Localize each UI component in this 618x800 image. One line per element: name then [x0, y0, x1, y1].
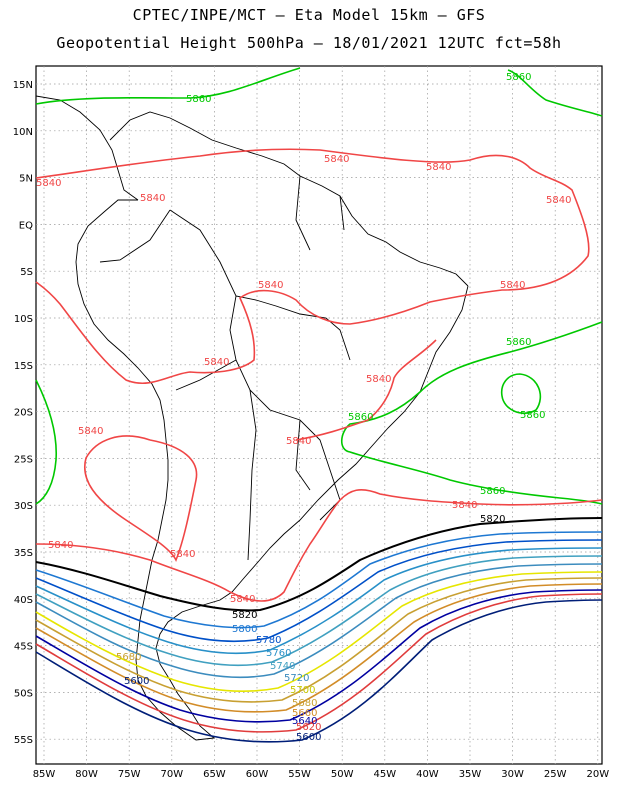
lon-tick-label: 80W [75, 769, 98, 780]
contour-5860-ne [507, 69, 603, 117]
map-frame [35, 65, 603, 765]
lat-tick-label: 35S [14, 548, 33, 559]
contour-label-5840: 5840 [36, 178, 61, 189]
axis-ticks: 15N 10N 5N EQ 5S 10S 15S 20S 25S 30S 35S 40S 45S 50S 5… [13, 80, 609, 780]
contour-5840-south [35, 488, 603, 602]
contour-label-5860: 5860 [520, 410, 545, 421]
lat-tick-label: 50S [14, 688, 33, 699]
contour-lines [35, 67, 603, 743]
contour-label-5760: 5760 [266, 648, 291, 659]
contour-label-5720: 5720 [284, 673, 309, 684]
contour-label-5840: 5840 [78, 426, 103, 437]
contour-label-5860: 5860 [348, 412, 373, 423]
contour-5820 [35, 517, 603, 612]
contour-label-5840: 5840 [286, 436, 311, 447]
contour-label-5840: 5840 [452, 500, 477, 511]
coastlines [35, 95, 469, 741]
contour-5860-closed [500, 373, 542, 414]
contour-5740 [35, 555, 603, 667]
contour-5840-brazil [295, 339, 437, 441]
contour-label-5820: 5820 [232, 610, 257, 621]
lat-tick-label: 45S [14, 642, 33, 653]
lat-tick-label: 20S [14, 408, 33, 419]
contour-5860-north [35, 67, 301, 105]
contour-label-5840: 5840 [230, 594, 255, 605]
contour-label-5860: 5860 [480, 486, 505, 497]
lat-tick-label: 15S [14, 361, 33, 372]
contour-label-5840: 5840 [546, 195, 571, 206]
central-america-coast [35, 95, 139, 201]
contour-5700 [35, 571, 603, 693]
lon-tick-label: 40W [416, 769, 439, 780]
contour-label-5840: 5840 [324, 154, 349, 165]
contour-5660 [35, 583, 603, 713]
lon-tick-label: 55W [288, 769, 311, 780]
contour-labels: 5860 5860 5860 5860 5860 5860 5840 5840 … [36, 72, 571, 743]
contour-5840-north [35, 148, 590, 385]
contour-label-5740: 5740 [270, 661, 295, 672]
lon-tick-label: 25W [544, 769, 567, 780]
contour-label-5680: 5680 [116, 652, 141, 663]
contour-label-5600: 5600 [296, 732, 321, 743]
contour-label-5640: 5640 [292, 716, 317, 727]
contour-label-5860: 5860 [506, 72, 531, 83]
lon-tick-label: 65W [203, 769, 226, 780]
lon-tick-label: 70W [160, 769, 183, 780]
contour-5780 [35, 539, 603, 643]
contour-label-5620: 5620 [296, 722, 321, 733]
lon-tick-label: 60W [246, 769, 269, 780]
lat-tick-label: 30S [14, 501, 33, 512]
contour-label-5860: 5860 [506, 337, 531, 348]
contour-5720 [35, 563, 603, 679]
lon-tick-label: 75W [118, 769, 141, 780]
contour-label-5820: 5820 [480, 514, 505, 525]
lon-tick-label: 45W [373, 769, 396, 780]
contour-5760 [35, 547, 603, 655]
lon-tick-label: 50W [331, 769, 354, 780]
map-subtitle: Geopotential Height 500hPa – 18/01/2021 … [56, 34, 562, 52]
contour-label-5840: 5840 [258, 280, 283, 291]
contour-label-5860: 5860 [186, 94, 211, 105]
contour-label-5840: 5840 [500, 280, 525, 291]
contour-5800 [35, 531, 603, 629]
contour-label-5840: 5840 [140, 193, 165, 204]
contour-5860-central [340, 321, 603, 505]
contour-label-5800: 5800 [232, 624, 257, 635]
contour-5840-closed [84, 435, 198, 562]
graticule [36, 66, 602, 764]
lat-tick-label: 25S [14, 454, 33, 465]
lat-tick-label: 10N [13, 127, 33, 138]
contour-label-5680: 5680 [292, 698, 317, 709]
lat-tick-label: 55S [14, 735, 33, 746]
contour-label-5840: 5840 [48, 540, 73, 551]
map-title: CPTEC/INPE/MCT – Eta Model 15km – GFS [132, 6, 486, 24]
lon-tick-label: 35W [459, 769, 482, 780]
caribbean-coast [109, 111, 469, 287]
lon-tick-label: 20W [586, 769, 609, 780]
contour-5860-west [35, 379, 57, 505]
lon-tick-label: 85W [33, 769, 56, 780]
contour-label-5840: 5840 [170, 549, 195, 560]
lon-tick-label: 30W [501, 769, 524, 780]
contour-5600 [35, 599, 603, 743]
lat-tick-label: EQ [19, 220, 33, 231]
lat-tick-label: 10S [14, 314, 33, 325]
contour-label-5840: 5840 [366, 374, 391, 385]
contour-label-5840: 5840 [426, 162, 451, 173]
lat-tick-label: 5S [20, 267, 33, 278]
lat-tick-label: 5N [19, 174, 33, 185]
contour-label-5700: 5700 [290, 685, 315, 696]
contour-label-5660: 5660 [292, 708, 317, 719]
contour-label-5600: 5600 [124, 676, 149, 687]
lat-tick-label: 40S [14, 595, 33, 606]
contour-5640 [35, 589, 603, 723]
contour-label-5780: 5780 [256, 635, 281, 646]
contour-label-5840: 5840 [204, 357, 229, 368]
contour-5620 [35, 593, 603, 733]
contour-5680 [35, 577, 603, 703]
lat-tick-label: 15N [13, 80, 33, 91]
